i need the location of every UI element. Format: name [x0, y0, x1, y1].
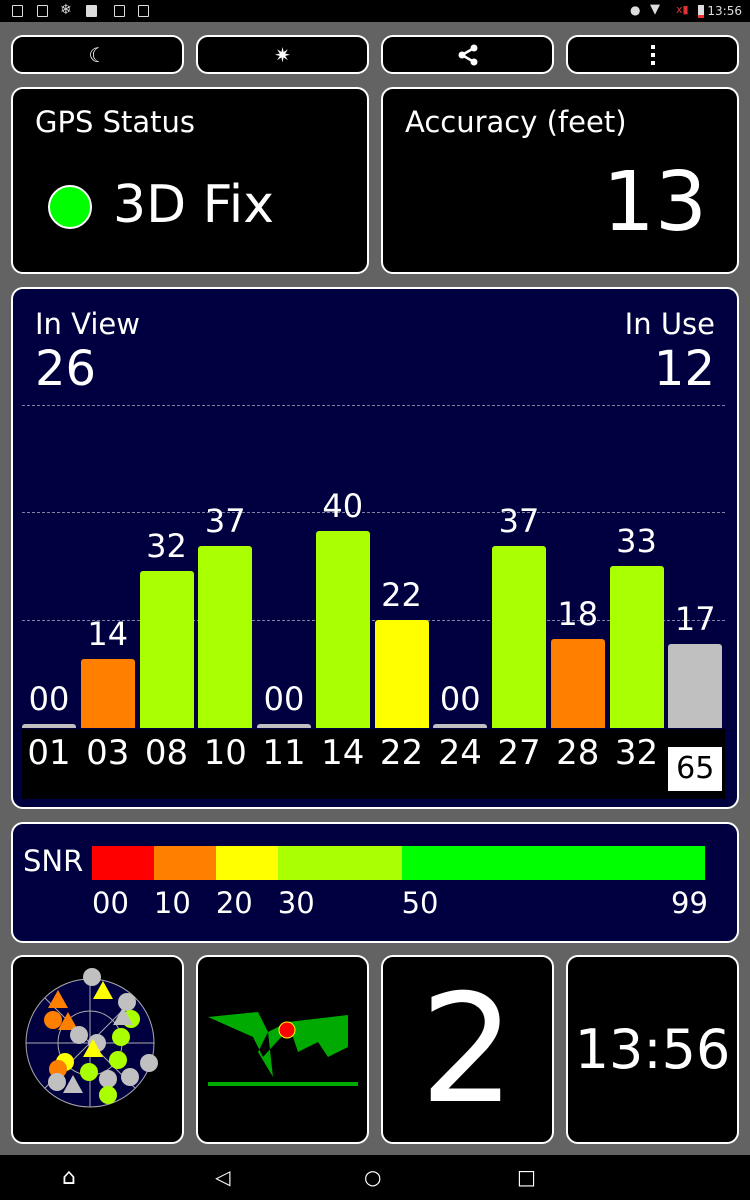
snr-label: SNR — [23, 844, 84, 878]
satellite-marker — [83, 968, 101, 986]
satellite-marker — [118, 993, 136, 1011]
tile-clock: 13:56 — [574, 1018, 731, 1081]
accuracy-panel: Accuracy (feet) 13 — [381, 87, 739, 274]
share-icon — [458, 44, 477, 65]
snr-segment — [215, 846, 278, 880]
fix-status-value: 3D Fix — [113, 175, 275, 235]
snr-tick-label: 20 — [215, 886, 253, 920]
more-vert-icon — [650, 44, 655, 65]
location-icon: ● — [630, 3, 641, 17]
snr-tick-label: 99 — [671, 886, 708, 920]
clock-tile[interactable]: 13:56 — [566, 955, 739, 1144]
snr-tick-label: 10 — [153, 886, 191, 920]
wifi-icon: ▼ — [650, 2, 660, 17]
sky-plot — [25, 968, 158, 1108]
world-map-tile[interactable] — [196, 955, 369, 1144]
gps-status-title: GPS Status — [35, 105, 195, 139]
satellite-marker — [48, 1073, 66, 1091]
satellite-marker — [70, 1026, 88, 1044]
satellite-marker — [83, 1039, 103, 1057]
in-use-label: In Use — [624, 307, 715, 341]
accuracy-title: Accuracy (feet) — [405, 105, 627, 139]
snr-segment — [92, 846, 154, 880]
satellite-marker — [48, 990, 68, 1008]
back-icon[interactable]: ◁ — [215, 1165, 231, 1189]
snr-segment — [401, 846, 705, 880]
satellite-marker — [109, 1051, 127, 1069]
satellite-marker — [121, 1068, 139, 1086]
satellite-marker — [63, 1075, 83, 1093]
accuracy-value: 13 — [602, 155, 707, 250]
satellite-snr-chart: In View 26 In Use 12 — [11, 287, 739, 809]
gallery-notification-icon — [12, 5, 23, 17]
clipboard-icon — [138, 5, 149, 17]
snr-segment — [153, 846, 216, 880]
world-map — [208, 1012, 358, 1086]
night-mode-button[interactable]: ☾ — [11, 35, 184, 74]
fix-indicator-icon — [48, 185, 92, 229]
gps-status-panel: GPS Status 3D Fix — [11, 87, 369, 274]
home-up-icon[interactable]: ⌂ — [62, 1165, 76, 1190]
recents-icon[interactable]: □ — [517, 1165, 536, 1189]
status-bar: ❄ ● ▼ x▮ 13:56 — [0, 0, 750, 22]
satellite-marker — [80, 1063, 98, 1081]
in-view-label: In View — [35, 307, 140, 341]
signal-icon: x▮ — [676, 3, 689, 16]
snr-color-scale — [92, 846, 705, 880]
home-icon[interactable]: ○ — [364, 1165, 382, 1189]
satellite-marker — [58, 1012, 78, 1030]
sky-view-tile[interactable] — [11, 955, 184, 1144]
share-button[interactable] — [381, 35, 554, 74]
satellite-marker — [93, 981, 113, 999]
satellite-marker — [113, 1007, 133, 1025]
sd-card-icon — [114, 5, 125, 17]
satellite-marker — [112, 1028, 130, 1046]
in-use-count: 12 — [653, 341, 715, 397]
notification-icon — [86, 5, 97, 17]
satellite-marker — [99, 1086, 117, 1104]
navigation-bar: ⌂ ◁ ○ □ — [0, 1155, 750, 1200]
satellite-marker — [99, 1070, 117, 1088]
satellite-marker — [49, 1060, 67, 1078]
satellite-marker — [44, 1011, 62, 1029]
snr-segment — [277, 846, 402, 880]
satellite-count-tile[interactable]: 2 — [381, 955, 554, 1144]
tile-count: 2 — [419, 962, 516, 1137]
snr-tick-label: 00 — [92, 886, 129, 920]
snr-tick-label: 30 — [277, 886, 315, 920]
in-view-count: 26 — [35, 341, 97, 397]
battery-icon — [698, 5, 704, 18]
compass-button[interactable]: ✷ — [196, 35, 369, 74]
more-options-button[interactable] — [566, 35, 739, 74]
snr-legend-panel: SNR 00 10 20 30 50 99 — [11, 822, 739, 943]
compass-star-icon: ✷ — [274, 42, 291, 67]
moon-icon: ☾ — [88, 42, 107, 67]
gmail-notification-icon — [37, 5, 48, 17]
snowflake-icon: ❄ — [60, 2, 72, 18]
satellite-marker — [140, 1054, 158, 1072]
snr-tick-label: 50 — [401, 886, 439, 920]
status-time: 13:56 — [707, 4, 742, 18]
